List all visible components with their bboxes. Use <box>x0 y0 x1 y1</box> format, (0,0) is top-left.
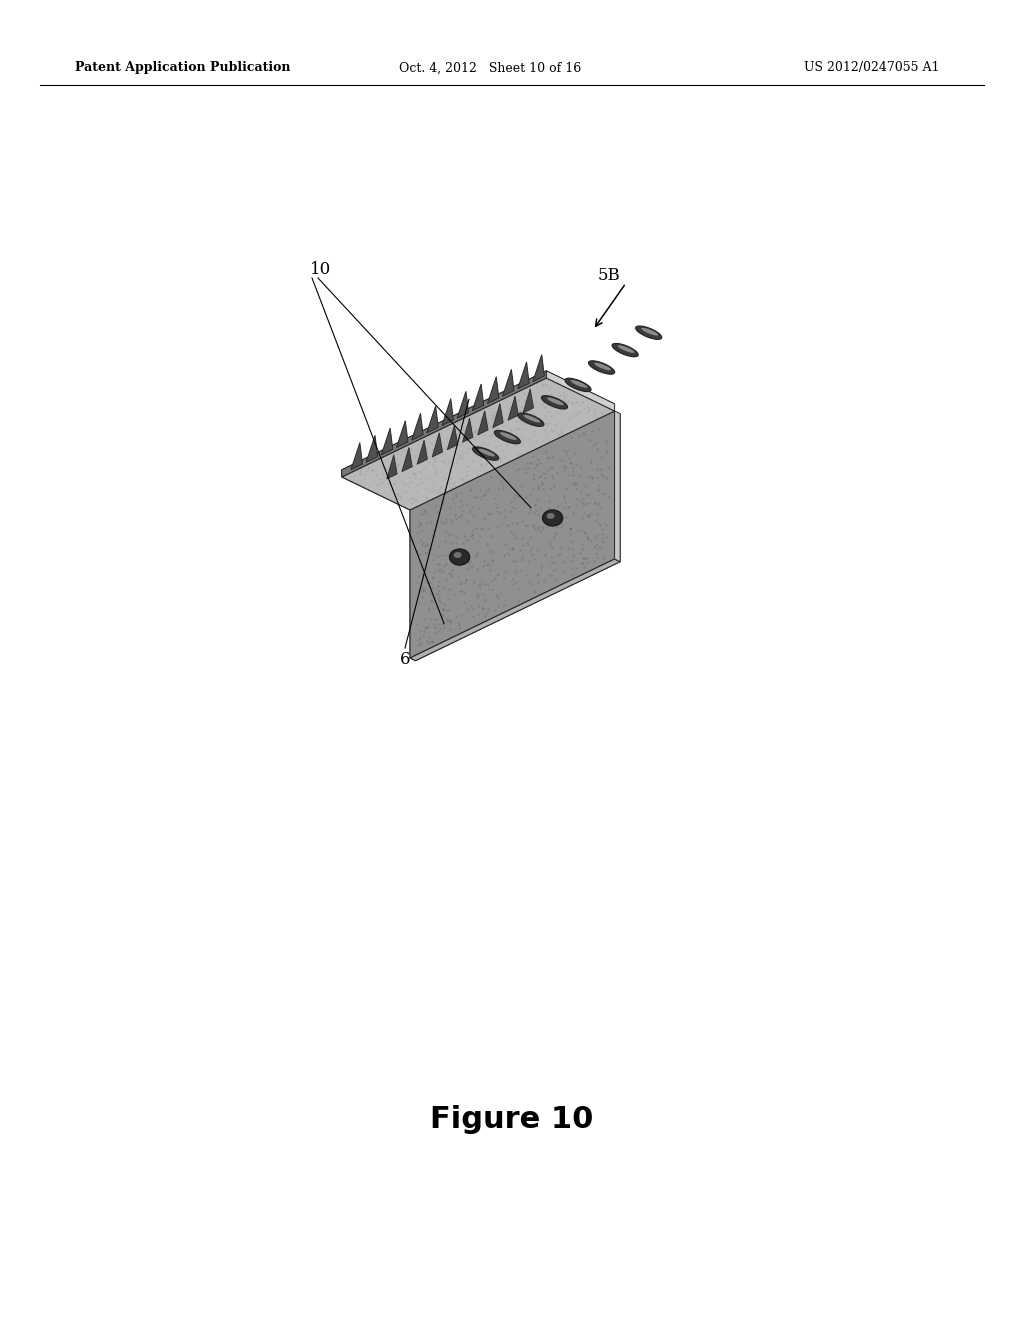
Polygon shape <box>435 407 438 428</box>
Polygon shape <box>542 355 545 376</box>
Polygon shape <box>367 436 378 462</box>
Polygon shape <box>503 370 514 396</box>
Polygon shape <box>421 413 423 434</box>
Ellipse shape <box>547 513 555 519</box>
Polygon shape <box>387 455 397 479</box>
Ellipse shape <box>543 510 562 525</box>
Polygon shape <box>342 378 614 510</box>
Polygon shape <box>351 442 362 470</box>
Polygon shape <box>416 413 621 661</box>
Polygon shape <box>466 391 469 413</box>
Text: US 2012/0247055 A1: US 2012/0247055 A1 <box>805 62 940 74</box>
Ellipse shape <box>495 430 520 444</box>
Polygon shape <box>342 371 547 477</box>
Ellipse shape <box>523 414 541 422</box>
Polygon shape <box>427 407 438 433</box>
Ellipse shape <box>478 449 495 457</box>
Ellipse shape <box>594 363 611 371</box>
Polygon shape <box>401 447 413 471</box>
Ellipse shape <box>636 326 662 339</box>
Polygon shape <box>472 384 483 411</box>
Polygon shape <box>614 411 621 562</box>
Polygon shape <box>375 436 378 457</box>
Polygon shape <box>463 418 473 442</box>
Polygon shape <box>406 421 408 442</box>
Polygon shape <box>511 370 514 391</box>
Ellipse shape <box>454 552 462 558</box>
Polygon shape <box>342 470 410 510</box>
Ellipse shape <box>641 327 658 335</box>
Polygon shape <box>390 428 393 449</box>
Polygon shape <box>497 376 499 399</box>
Polygon shape <box>410 558 621 661</box>
Text: Oct. 4, 2012   Sheet 10 of 16: Oct. 4, 2012 Sheet 10 of 16 <box>399 62 582 74</box>
Polygon shape <box>410 510 416 661</box>
Text: 5B: 5B <box>598 267 621 284</box>
Polygon shape <box>508 396 518 420</box>
Polygon shape <box>547 371 614 411</box>
Ellipse shape <box>450 549 470 565</box>
Polygon shape <box>526 362 529 383</box>
Polygon shape <box>412 413 423 441</box>
Polygon shape <box>381 428 393 455</box>
Polygon shape <box>481 384 483 405</box>
Ellipse shape <box>617 346 635 352</box>
Polygon shape <box>410 411 614 657</box>
Ellipse shape <box>589 360 614 374</box>
Polygon shape <box>396 421 408 447</box>
Polygon shape <box>359 442 362 465</box>
Polygon shape <box>417 440 427 465</box>
Ellipse shape <box>542 396 567 409</box>
Text: Patent Application Publication: Patent Application Publication <box>75 62 291 74</box>
Polygon shape <box>532 355 545 381</box>
Ellipse shape <box>518 413 544 426</box>
Polygon shape <box>523 389 534 413</box>
Polygon shape <box>493 404 503 428</box>
Polygon shape <box>457 391 469 418</box>
Text: 6: 6 <box>399 652 411 668</box>
Polygon shape <box>451 399 454 420</box>
Ellipse shape <box>547 397 564 405</box>
Polygon shape <box>487 376 499 404</box>
Ellipse shape <box>472 447 499 461</box>
Polygon shape <box>342 371 614 503</box>
Polygon shape <box>518 362 529 389</box>
Text: 10: 10 <box>310 261 331 279</box>
Ellipse shape <box>570 380 588 388</box>
Polygon shape <box>442 399 454 425</box>
Polygon shape <box>432 433 442 457</box>
Polygon shape <box>447 425 458 450</box>
Ellipse shape <box>612 343 638 356</box>
Polygon shape <box>477 411 488 436</box>
Ellipse shape <box>565 379 591 392</box>
Text: Figure 10: Figure 10 <box>430 1106 594 1134</box>
Ellipse shape <box>500 432 517 440</box>
